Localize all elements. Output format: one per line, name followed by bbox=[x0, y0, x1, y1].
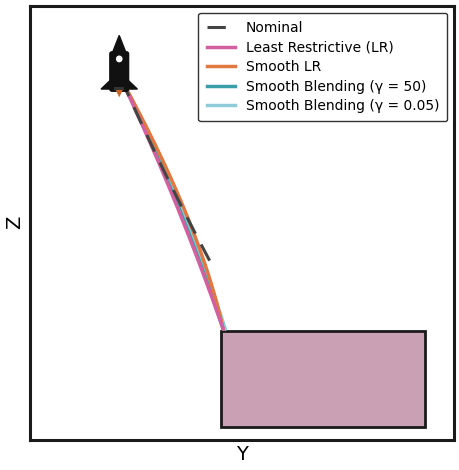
Circle shape bbox=[115, 55, 123, 63]
X-axis label: Y: Y bbox=[236, 446, 248, 464]
Y-axis label: Z: Z bbox=[6, 216, 24, 229]
Polygon shape bbox=[112, 35, 126, 54]
Bar bbox=[221, 331, 424, 427]
Bar bbox=[114, 87, 124, 90]
Polygon shape bbox=[115, 89, 123, 97]
Legend: Nominal, Least Restrictive (LR), Smooth LR, Smooth Blending (γ = 50), Smooth Ble: Nominal, Least Restrictive (LR), Smooth … bbox=[198, 13, 447, 121]
Polygon shape bbox=[101, 79, 112, 89]
FancyBboxPatch shape bbox=[110, 52, 129, 91]
Polygon shape bbox=[126, 79, 137, 89]
